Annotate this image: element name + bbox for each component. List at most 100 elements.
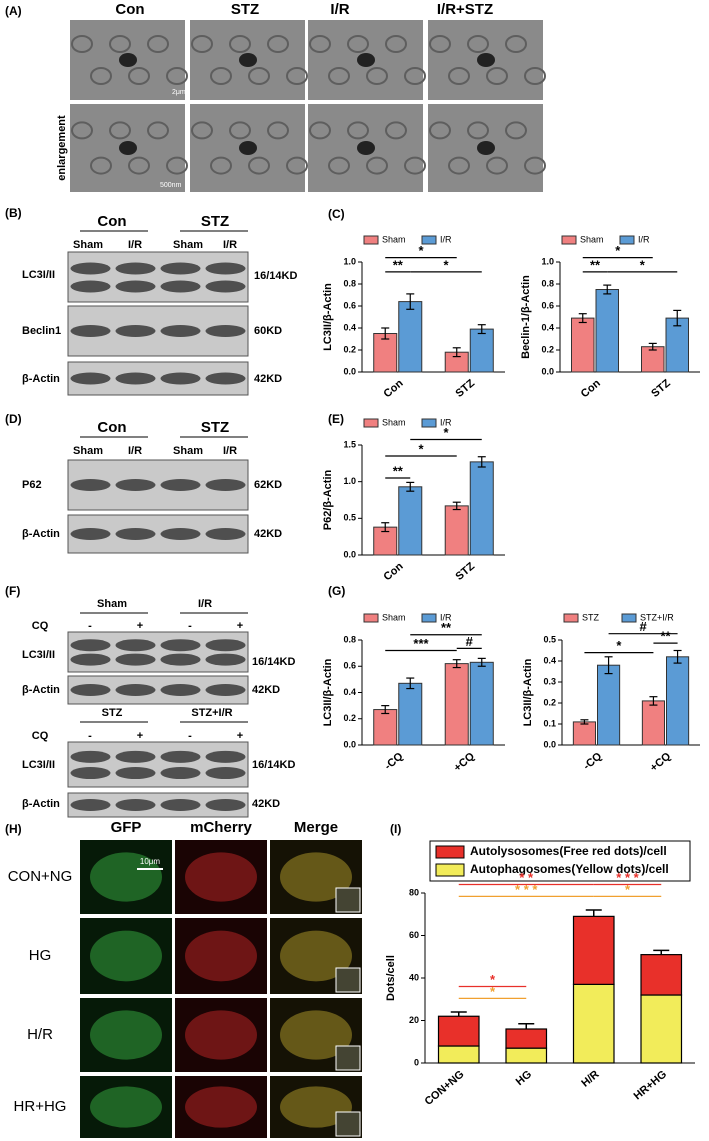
cell — [185, 1010, 257, 1060]
panel-label: (C) — [328, 207, 345, 221]
tem-texture — [467, 121, 489, 140]
significance-label: * — [443, 425, 449, 440]
bar — [469, 328, 494, 373]
group-label: STZ — [201, 213, 229, 230]
significance-label: * — [418, 243, 424, 258]
fluorescence-image — [80, 918, 172, 994]
blot-band — [160, 653, 201, 666]
blot-band — [115, 528, 156, 540]
significance-label: ** — [660, 629, 671, 644]
tem-texture — [486, 67, 508, 85]
blot-band — [160, 262, 201, 275]
scale-bar-label: 2μm — [172, 89, 186, 96]
lane-label: - — [88, 620, 92, 632]
tem-texture — [147, 35, 169, 53]
lane-label: + — [237, 620, 243, 632]
y-tick-label: 0.4 — [543, 655, 556, 665]
x-tick-label: -CQ — [581, 750, 604, 772]
blot-band — [205, 372, 246, 385]
legend-box — [429, 840, 691, 882]
column-header: Merge — [294, 819, 338, 836]
y-tick-label: 0.2 — [543, 697, 556, 707]
cell — [90, 1086, 162, 1128]
significance-label: *** — [413, 636, 429, 651]
tem-texture — [347, 121, 369, 140]
blot-band — [115, 750, 156, 763]
x-tick-label: HR+HG — [632, 1068, 669, 1102]
y-tick-label: 0.6 — [541, 300, 554, 310]
panel-label: (I) — [390, 822, 401, 836]
panel-label: (E) — [328, 412, 344, 426]
size-label: 16/14KD — [252, 656, 295, 668]
tem-vacuole — [119, 141, 137, 155]
treatment-label: CQ — [32, 620, 49, 632]
lane-label: I/R — [128, 239, 142, 251]
lane-label: Sham — [173, 445, 203, 457]
column-header: STZ — [231, 1, 259, 18]
tem-texture — [328, 67, 350, 85]
size-label: 16/14KD — [254, 270, 297, 282]
tem-texture — [486, 156, 508, 175]
column-header: I/R+STZ — [437, 1, 493, 18]
tem-texture — [267, 35, 289, 53]
blot-band — [70, 653, 111, 666]
y-tick-label: 0.4 — [343, 322, 356, 332]
blot-band — [205, 684, 246, 696]
y-tick-label: 0.5 — [543, 634, 556, 644]
tem-texture — [166, 67, 188, 85]
cell — [185, 852, 257, 902]
tem-texture — [448, 156, 470, 175]
legend-label: I/R — [440, 417, 452, 427]
tem-texture — [147, 121, 169, 140]
column-header: GFP — [111, 819, 142, 836]
x-tick-label: Con — [579, 377, 603, 400]
blot-band — [115, 325, 156, 337]
blot-band — [205, 653, 246, 666]
bar — [666, 656, 690, 746]
tem-texture — [128, 156, 150, 175]
blot-band — [160, 767, 201, 780]
y-tick-label: 1.0 — [343, 256, 356, 266]
blot-band — [115, 280, 156, 293]
y-tick-label: 0.3 — [543, 676, 556, 686]
tem-texture — [385, 35, 407, 53]
group-label: Con — [97, 213, 126, 230]
bar — [469, 661, 494, 746]
blot-band — [70, 684, 111, 696]
tem-texture — [524, 67, 546, 85]
tem-texture — [467, 35, 489, 53]
blot-band — [205, 799, 246, 811]
y-tick-label: 0.1 — [543, 718, 556, 728]
column-header: I/R — [330, 1, 349, 18]
y-tick-label: 0.8 — [343, 278, 356, 288]
blot-band — [70, 325, 111, 337]
bar — [595, 289, 619, 373]
column-header: Con — [115, 1, 144, 18]
significance-label: * * — [519, 870, 534, 885]
x-tick-label: +CQ — [648, 750, 674, 774]
x-tick-label: STZ — [453, 560, 477, 583]
y-axis-label: P62/β-Actin — [322, 469, 334, 530]
blot-band — [160, 639, 201, 652]
row-label: CON+NG — [8, 868, 73, 885]
lane-label: I/R — [223, 445, 237, 457]
panel-label: (H) — [5, 822, 22, 836]
blot-band — [70, 479, 111, 491]
cell — [185, 930, 257, 982]
tem-texture — [229, 35, 251, 53]
x-tick-label: CON+NG — [423, 1068, 467, 1108]
size-label: 62KD — [254, 479, 282, 491]
legend-label: STZ+I/R — [640, 612, 674, 622]
y-tick-label: 0.0 — [343, 366, 356, 376]
scale-bar-label: 500nm — [160, 182, 182, 189]
blot-band — [160, 750, 201, 763]
tem-texture — [109, 121, 131, 140]
fluorescence-image — [80, 840, 172, 914]
size-label: 42KD — [254, 528, 282, 540]
lane-label: + — [137, 730, 143, 742]
x-tick-label: Con — [381, 377, 405, 400]
lane-label: - — [188, 620, 192, 632]
tem-vacuole — [477, 53, 495, 67]
